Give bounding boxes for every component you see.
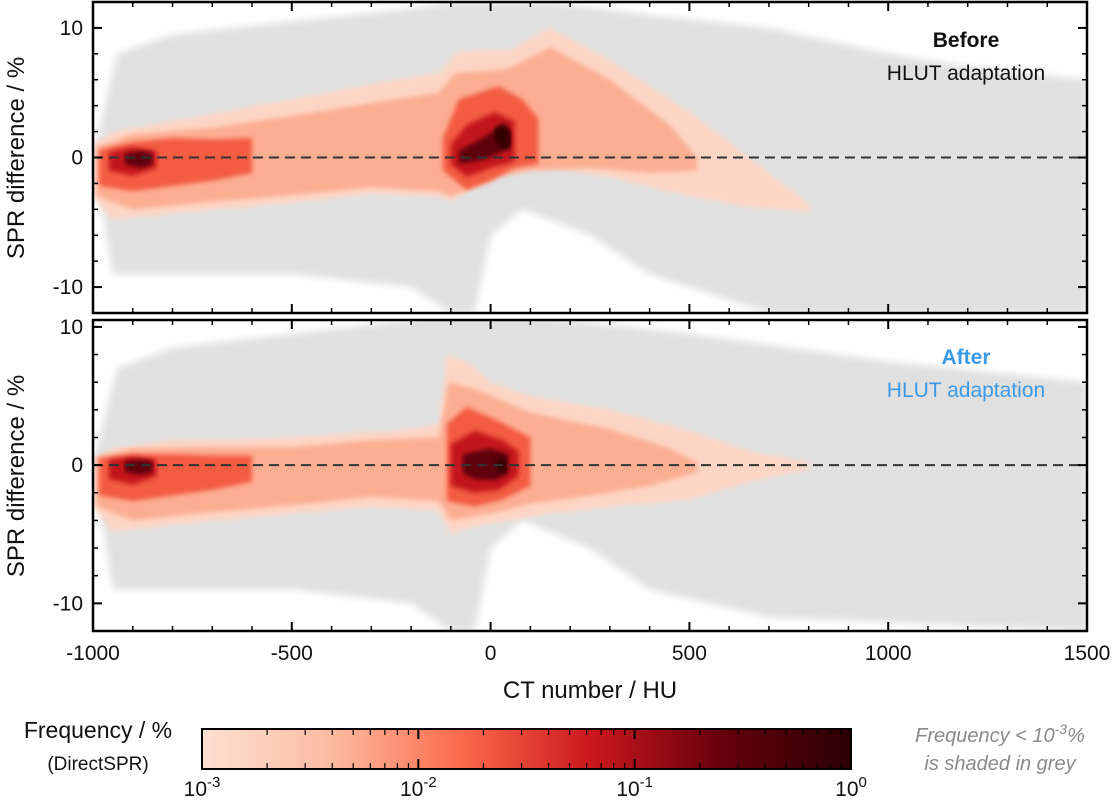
y-tick-label: 10 <box>60 17 83 40</box>
colorbar-tick-label: 100 <box>835 774 867 801</box>
x-tick-label: 1000 <box>865 642 912 665</box>
grey-note-main: Frequency < 10 <box>915 725 1055 747</box>
ylabel-top: SPR difference / % <box>3 57 30 259</box>
x-tick-label: 0 <box>485 642 497 665</box>
x-tick-label: 500 <box>672 642 707 665</box>
x-tick-label: -1000 <box>66 642 120 665</box>
ylabel-bottom: SPR difference / % <box>3 375 30 577</box>
grey-note-line2: is shaded in grey <box>924 753 1076 775</box>
colorbar-tick-label: 10-1 <box>616 774 653 801</box>
panel-after: -1000 -500 0 500 1000 1500 -10 0 10 After HLUT a… <box>3 313 1110 704</box>
colorbar-tick-label: 10-3 <box>184 774 221 801</box>
density-band-6 <box>125 460 153 475</box>
y-tick-label: 0 <box>71 147 83 170</box>
grey-note-line1: Frequency < 10-3% <box>915 721 1085 747</box>
colorbar-subtitle: (DirectSPR) <box>47 754 148 775</box>
y-tick-label: -10 <box>53 592 83 615</box>
colorbar-title: Frequency / % <box>24 717 172 743</box>
colorbar-bar <box>202 729 851 769</box>
colorbar-tick-label: 10-2 <box>400 774 437 801</box>
y-tick-label: 10 <box>60 316 83 339</box>
x-tick-label: 1500 <box>1064 642 1111 665</box>
grey-note-exponent: -3 <box>1055 721 1068 737</box>
annotation-before-line1: Before <box>933 29 1000 52</box>
panel-before: -10 0 10 Before HLUT adaptation SPR differ… <box>3 2 1087 313</box>
xlabel: CT number / HU <box>503 677 677 704</box>
annotation-after-line2: HLUT adaptation <box>887 379 1045 402</box>
grey-note-suffix: % <box>1067 725 1085 747</box>
y-tick-label: 0 <box>71 454 83 477</box>
colorbar: Frequency / % (DirectSPR) 10-3 10-2 10-1 10… <box>24 717 867 801</box>
x-tick-label: -500 <box>271 642 313 665</box>
annotation-before-line2: HLUT adaptation <box>887 62 1045 85</box>
y-tick-label: -10 <box>53 276 83 299</box>
annotation-after-line1: After <box>941 346 990 369</box>
